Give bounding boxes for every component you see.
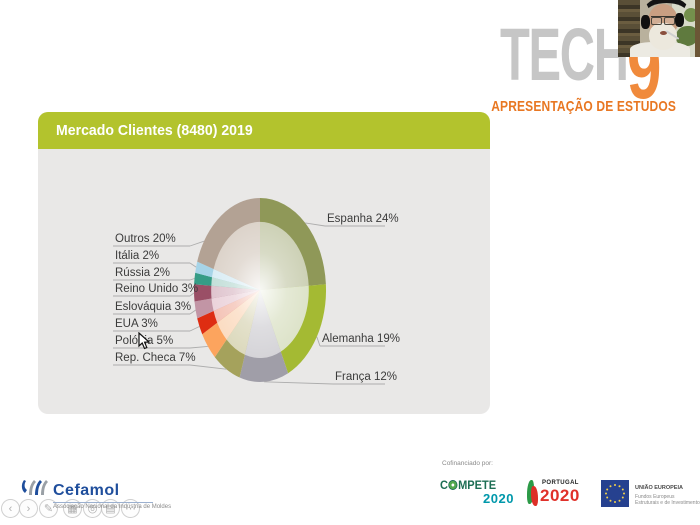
curtain-background: [695, 0, 700, 57]
previous-slide-button[interactable]: ‹: [1, 499, 20, 518]
compete-year: 2020: [483, 491, 514, 506]
plant-background: [676, 26, 698, 46]
pen-tool-button[interactable]: ✎: [39, 499, 58, 518]
zoom-tool-button[interactable]: ◎: [83, 499, 102, 518]
presenter-mouth: [660, 31, 667, 35]
portugal-word: PORTUGAL: [542, 480, 579, 486]
tech9-logo-text: TECH: [500, 13, 629, 96]
all-slides-button[interactable]: ▦: [63, 499, 82, 518]
cefamol-rule: [53, 502, 153, 503]
cefamol-name: Cefamol: [53, 482, 120, 499]
headphone-earcup-right: [675, 13, 684, 27]
compete-suffix: MPETE: [458, 478, 497, 492]
slide-title-bar: Mercado Clientes (8480) 2019: [38, 112, 490, 149]
eu-flag-icon: [601, 480, 629, 507]
compete2020-logo: C MPETE 2020: [440, 478, 513, 506]
compete-o-icon: [448, 480, 458, 490]
presentation-subtitle: APRESENTAÇÃO DE ESTUDOS: [491, 98, 676, 115]
eu-funds-line1: Fundos Europeus: [635, 494, 675, 500]
captions-button[interactable]: ▤: [101, 499, 120, 518]
cefamol-subtitle: Associação Nacional da Indústria de Mold…: [53, 504, 172, 510]
portugal-year: 2020: [540, 486, 580, 505]
compete-prefix: C: [440, 478, 448, 492]
slide-card: Mercado Clientes (8480) 2019: [38, 112, 490, 414]
more-options-button[interactable]: ⋯: [121, 499, 140, 518]
presenter-webcam-video[interactable]: [618, 0, 700, 57]
portugal-ribbon-red-icon: [531, 486, 538, 506]
headphone-earcup-left: [641, 15, 650, 29]
bookshelf-background: [618, 0, 640, 57]
slide-title: Mercado Clientes (8480) 2019: [56, 122, 253, 139]
eu-funds-line2: Estruturais e de Investimento: [635, 500, 700, 506]
next-slide-button[interactable]: ›: [19, 499, 38, 518]
cofinanced-label: Cofinanciado por:: [442, 460, 493, 467]
portugal-ribbon-green-icon: [527, 480, 534, 504]
mouse-cursor: [138, 331, 151, 355]
cefamol-logo-mark: [21, 480, 48, 495]
cefamol-logo: Cefamol Associação Nacional da Indústria…: [20, 476, 171, 511]
eu-title: UNIÃO EUROPEIA: [635, 485, 683, 491]
headphones-band: [643, 0, 690, 29]
